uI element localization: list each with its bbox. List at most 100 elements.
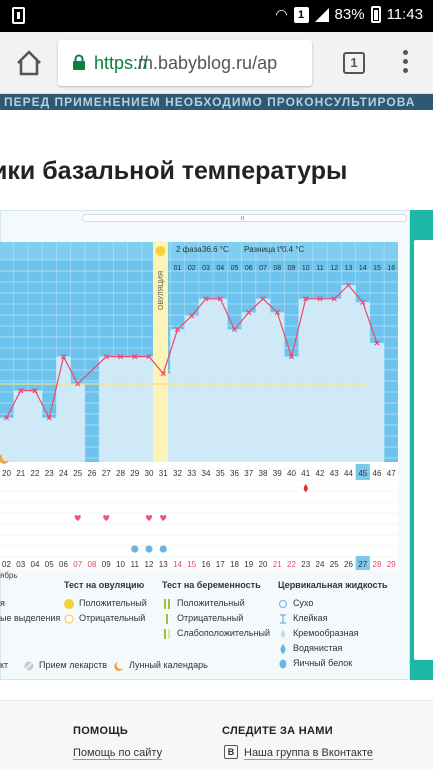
moon-icon (0, 454, 9, 464)
cycle-day-label: 27 (102, 469, 111, 478)
legend-ovulation-title: Тест на овуляцию (64, 580, 145, 590)
cycle-day-label: 46 (373, 469, 382, 478)
sun-positive-icon (64, 599, 74, 609)
temperature-point (174, 326, 181, 333)
egg-white-icon (159, 545, 167, 553)
legend-row: ые выделения (0, 613, 61, 623)
ovulation-label: ОВУЛЯЦИЯ (158, 271, 165, 310)
temperature-bar (270, 312, 285, 462)
temperature-bar (227, 329, 242, 462)
footer-vk-link[interactable]: Наша группа в Вконтакте (244, 747, 374, 760)
site-footer: ПОМОЩЬ Помощь по сайту СЛЕДИТЕ ЗА НАМИ В… (0, 700, 433, 770)
phase-day-label: 01 (174, 265, 182, 272)
temperature-bar (312, 298, 328, 462)
address-bar[interactable]: https:// m.babyblog.ru/ap (58, 40, 312, 86)
phase-day-label: 03 (202, 265, 210, 272)
sun-negative-icon (64, 614, 74, 624)
temperature-bar (99, 356, 114, 462)
legend-row: Положительный (64, 596, 147, 611)
date-label: 19 (244, 560, 253, 569)
cycle-day-label: 35 (216, 469, 225, 478)
cycle-day-label: 45 (358, 469, 367, 478)
home-icon[interactable] (14, 48, 44, 78)
warning-banner: ПЕРЕД ПРИМЕНЕНИЕМ НЕОБХОДИМО ПРОКОНСУЛЬТ… (0, 94, 433, 110)
footer-follow-title: СЛЕДИТЕ ЗА НАМИ (222, 725, 333, 737)
legend-row: я (0, 598, 5, 608)
cycle-day-label: 38 (259, 469, 268, 478)
temperature-point (46, 415, 52, 421)
cycle-day-label: 30 (145, 469, 154, 478)
legend-row: Отрицательный (162, 611, 270, 626)
temperature-bar (113, 356, 128, 462)
cycle-day-label: 34 (202, 469, 211, 478)
phase-day-label: 08 (273, 265, 281, 272)
legend-row: Положительный (162, 596, 270, 611)
ovulation-sun-icon (155, 246, 166, 256)
footer-help-link[interactable]: Помощь по сайту (73, 747, 163, 760)
temperature-bar (213, 298, 228, 462)
cycle-day-label: 31 (159, 469, 168, 478)
temperature-bar (0, 417, 14, 462)
date-label: 14 (173, 560, 182, 569)
legend-pregnancy-title: Тест на беременность (162, 580, 261, 590)
egg-white-icon (279, 659, 287, 669)
date-label: 03 (16, 560, 25, 569)
tab-switcher-button[interactable]: 1 (343, 52, 365, 74)
diff-label: Разница t° (244, 245, 283, 254)
temperature-point (303, 296, 309, 302)
current-date-highlight (355, 556, 370, 570)
cycle-day-label: 40 (287, 469, 296, 478)
date-label: 06 (59, 560, 68, 569)
date-label: 25 (330, 560, 339, 569)
bbt-chart: ОВУЛЯЦИЯ 01 02 03 04 05 06 07 08 09 10 11 12 13 14 15 1… (0, 242, 399, 580)
battery-percent: 83% (334, 6, 365, 23)
temperature-bar (141, 356, 157, 462)
date-label: 17 (216, 560, 225, 569)
phase-label: 2 фаза (176, 245, 202, 254)
temperature-bar (369, 343, 385, 462)
signal-icon (314, 7, 329, 22)
date-label: 26 (344, 560, 353, 569)
date-label: 28 (373, 560, 382, 569)
legend-row: Лунный календарь (114, 658, 208, 673)
phase-value: 36.6 °C (202, 245, 229, 254)
heart-icon (74, 514, 81, 521)
date-label: 02 (2, 560, 11, 569)
legend-row: Прием лекарств (24, 658, 107, 673)
side-panel[interactable] (410, 210, 433, 680)
date-label: 21 (273, 560, 282, 569)
status-bar: ◠ 1 83% 11:43 (0, 0, 433, 32)
date-label: 15 (187, 560, 196, 569)
menu-dots-icon[interactable] (400, 50, 410, 78)
date-label: 16 (202, 560, 211, 569)
cycle-day-label: 21 (16, 469, 25, 478)
marker-area (0, 484, 398, 556)
blood-drop-icon (303, 484, 308, 492)
date-label: 13 (159, 560, 168, 569)
cycle-day-label: 22 (31, 469, 40, 478)
legend-row: Слабоположительный (162, 626, 270, 641)
cycle-day-label: 37 (244, 469, 253, 478)
watery-icon (280, 644, 286, 654)
phase-day-labels: 01 02 03 04 05 06 07 08 09 10 11 12 13 14 15 16 (174, 265, 396, 272)
date-label: 11 (131, 560, 140, 569)
phase-day-label: 02 (188, 265, 196, 272)
single-stripe-icon (166, 614, 168, 624)
cycle-day-label: 26 (88, 469, 97, 478)
double-stripe-icon (164, 599, 170, 609)
cycle-day-labels: 20 21 22 23 24 25 26 27 28 29 30 31 32 33 34 35 36 37 38 39… (2, 464, 396, 480)
temperature-point (203, 296, 209, 302)
cycle-day-label: 23 (45, 469, 54, 478)
temperature-point (345, 282, 352, 288)
phase-day-label: 05 (231, 265, 239, 272)
egg-white-icon (145, 545, 153, 553)
legend-row: Кремообразная (278, 626, 388, 641)
heart-icon (103, 514, 110, 521)
temperature-point (117, 353, 124, 360)
phase-header-row (0, 242, 398, 260)
chart-scrollbar[interactable] (82, 214, 407, 222)
temperature-bar (184, 315, 199, 462)
day-markers (74, 484, 308, 553)
date-row (0, 556, 398, 570)
phase-day-label: 06 (245, 265, 253, 272)
